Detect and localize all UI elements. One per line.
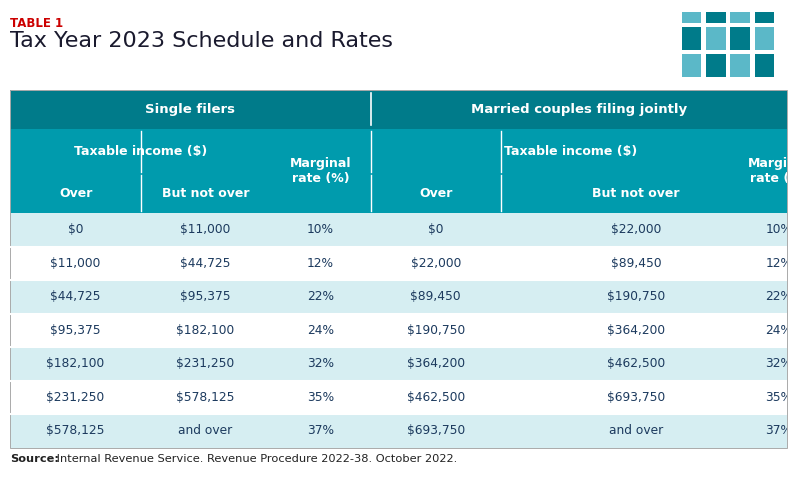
Text: $0: $0 bbox=[68, 223, 84, 236]
Text: $44,725: $44,725 bbox=[50, 290, 100, 303]
Bar bbox=[10, 280, 787, 314]
Bar bbox=[371, 174, 501, 213]
Bar bbox=[10, 381, 787, 414]
Text: $0: $0 bbox=[428, 223, 443, 236]
Bar bbox=[731, 54, 750, 76]
Text: and over: and over bbox=[609, 424, 663, 438]
Text: $182,100: $182,100 bbox=[46, 357, 104, 370]
Text: But not over: But not over bbox=[592, 187, 680, 200]
Text: Taxable income ($): Taxable income ($) bbox=[505, 145, 638, 158]
Bar bbox=[706, 54, 725, 76]
Bar bbox=[10, 129, 270, 174]
Text: 37%: 37% bbox=[307, 424, 334, 438]
Text: $22,000: $22,000 bbox=[410, 257, 461, 270]
Text: 22%: 22% bbox=[307, 290, 334, 303]
Bar bbox=[10, 247, 787, 280]
Bar bbox=[270, 129, 371, 213]
Bar bbox=[706, 0, 725, 22]
Text: Marginal
rate (%): Marginal rate (%) bbox=[748, 157, 797, 185]
Bar bbox=[706, 27, 725, 49]
Text: $11,000: $11,000 bbox=[50, 257, 100, 270]
Text: $231,250: $231,250 bbox=[46, 391, 104, 404]
Bar bbox=[10, 314, 787, 347]
Bar bbox=[10, 347, 787, 381]
Text: Internal Revenue Service. Revenue Procedure 2022-38. October 2022.: Internal Revenue Service. Revenue Proced… bbox=[53, 454, 457, 464]
Text: 10%: 10% bbox=[765, 223, 792, 236]
Text: Married couples filing jointly: Married couples filing jointly bbox=[470, 103, 687, 116]
Text: But not over: But not over bbox=[162, 187, 249, 200]
Text: 35%: 35% bbox=[307, 391, 334, 404]
Text: TABLE 1: TABLE 1 bbox=[10, 17, 64, 30]
Text: Tax Year 2023 Schedule and Rates: Tax Year 2023 Schedule and Rates bbox=[10, 31, 394, 51]
Text: $89,450: $89,450 bbox=[611, 257, 662, 270]
Text: $22,000: $22,000 bbox=[611, 223, 662, 236]
Text: 24%: 24% bbox=[765, 324, 792, 337]
Text: 35%: 35% bbox=[765, 391, 792, 404]
Bar bbox=[371, 90, 787, 129]
Text: Single filers: Single filers bbox=[146, 103, 235, 116]
Bar bbox=[10, 414, 787, 448]
Text: 37%: 37% bbox=[765, 424, 792, 438]
Text: Marginal
rate (%): Marginal rate (%) bbox=[290, 157, 351, 185]
Text: $89,450: $89,450 bbox=[410, 290, 461, 303]
Bar bbox=[10, 213, 787, 247]
Text: $182,100: $182,100 bbox=[176, 324, 235, 337]
Text: $95,375: $95,375 bbox=[180, 290, 231, 303]
Bar bbox=[10, 174, 141, 213]
Text: and over: and over bbox=[179, 424, 233, 438]
Text: $578,125: $578,125 bbox=[176, 391, 235, 404]
Text: $693,750: $693,750 bbox=[406, 424, 465, 438]
Bar bbox=[682, 54, 701, 76]
Text: TPC: TPC bbox=[705, 90, 750, 109]
Bar bbox=[771, 129, 787, 213]
Text: 32%: 32% bbox=[765, 357, 792, 370]
Bar bbox=[371, 129, 771, 174]
Text: 12%: 12% bbox=[765, 257, 792, 270]
Text: 22%: 22% bbox=[765, 290, 792, 303]
Text: $462,500: $462,500 bbox=[607, 357, 665, 370]
Text: 32%: 32% bbox=[307, 357, 334, 370]
Text: $190,750: $190,750 bbox=[406, 324, 465, 337]
Bar bbox=[731, 27, 750, 49]
Text: $578,125: $578,125 bbox=[46, 424, 105, 438]
Text: $693,750: $693,750 bbox=[607, 391, 665, 404]
Text: 24%: 24% bbox=[307, 324, 334, 337]
Bar bbox=[682, 27, 701, 49]
Bar bbox=[682, 0, 701, 22]
Bar bbox=[10, 90, 371, 129]
Text: $364,200: $364,200 bbox=[607, 324, 665, 337]
Bar bbox=[755, 54, 774, 76]
Text: $231,250: $231,250 bbox=[176, 357, 235, 370]
Text: $44,725: $44,725 bbox=[180, 257, 231, 270]
Text: Over: Over bbox=[59, 187, 92, 200]
Text: 12%: 12% bbox=[307, 257, 334, 270]
Text: Taxable income ($): Taxable income ($) bbox=[74, 145, 207, 158]
Bar bbox=[501, 174, 771, 213]
Text: Source:: Source: bbox=[10, 454, 59, 464]
Bar bbox=[755, 27, 774, 49]
Text: $95,375: $95,375 bbox=[50, 324, 101, 337]
Text: $11,000: $11,000 bbox=[180, 223, 231, 236]
Bar bbox=[755, 0, 774, 22]
Text: Over: Over bbox=[419, 187, 453, 200]
Text: $364,200: $364,200 bbox=[406, 357, 465, 370]
Text: $462,500: $462,500 bbox=[406, 391, 465, 404]
Bar bbox=[731, 0, 750, 22]
Text: $190,750: $190,750 bbox=[607, 290, 665, 303]
Text: 10%: 10% bbox=[307, 223, 334, 236]
Bar bbox=[141, 174, 270, 213]
